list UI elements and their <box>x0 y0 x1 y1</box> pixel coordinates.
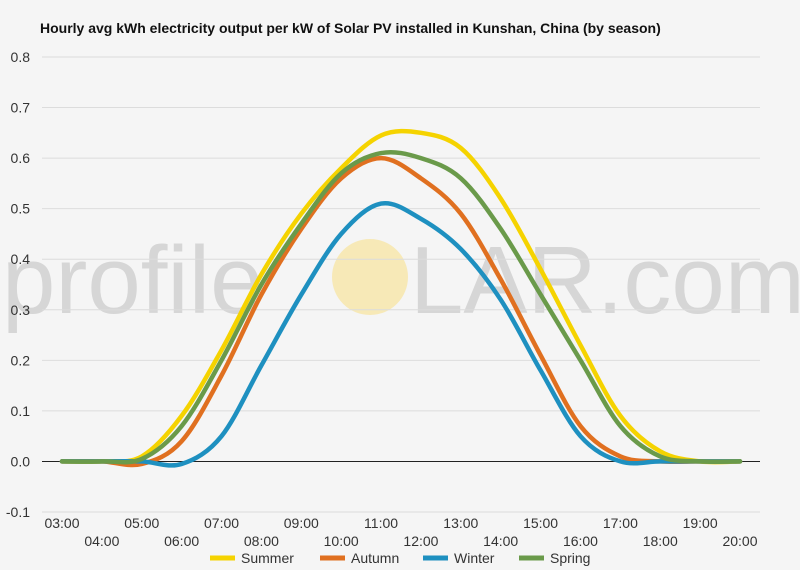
chart-title: Hourly avg kWh electricity output per kW… <box>40 20 661 36</box>
legend-label-winter: Winter <box>454 550 495 566</box>
y-tick-label: 0.4 <box>11 251 31 267</box>
watermark-left-text: profile <box>2 227 263 334</box>
series-line-winter <box>59 200 743 468</box>
x-tick-label: 06:00 <box>164 533 199 549</box>
x-tick-label: 17:00 <box>603 515 638 531</box>
legend-label-autumn: Autumn <box>351 550 399 566</box>
watermark-right-text: LAR.com <box>410 227 800 334</box>
legend-label-spring: Spring <box>550 550 590 566</box>
x-tick-label: 14:00 <box>483 533 518 549</box>
grid <box>42 56 760 513</box>
x-tick-label: 15:00 <box>523 515 558 531</box>
y-tick-label: 0.8 <box>11 49 31 65</box>
y-tick-label: 0.5 <box>11 201 31 217</box>
x-tick-label: 18:00 <box>643 533 678 549</box>
x-tick-label: 04:00 <box>84 533 119 549</box>
y-tick-label: 0.7 <box>11 100 31 116</box>
y-axis: -0.1 0.0 0.1 0.2 0.3 0.4 0.5 0.6 0.7 0.8 <box>6 49 30 520</box>
x-tick-label: 10:00 <box>324 533 359 549</box>
x-tick-label: 05:00 <box>124 515 159 531</box>
x-axis: 03:00 04:00 05:00 06:00 07:00 08:00 09:00 10:00… <box>44 515 757 549</box>
y-tick-label: 0.1 <box>11 403 31 419</box>
y-tick-label: 0.6 <box>11 150 31 166</box>
y-tick-label: 0.0 <box>11 453 31 469</box>
y-tick-label: 0.3 <box>11 302 31 318</box>
legend: Summer Autumn Winter Spring <box>210 550 590 566</box>
x-tick-label: 19:00 <box>683 515 718 531</box>
y-tick-label: 0.2 <box>11 352 31 368</box>
x-tick-label: 07:00 <box>204 515 239 531</box>
series-line-spring <box>59 149 743 465</box>
x-tick-label: 20:00 <box>722 533 757 549</box>
y-tick-label: -0.1 <box>6 504 30 520</box>
x-tick-label: 08:00 <box>244 533 279 549</box>
legend-label-summer: Summer <box>241 550 294 566</box>
x-tick-label: 09:00 <box>284 515 319 531</box>
x-tick-label: 12:00 <box>403 533 438 549</box>
x-tick-label: 16:00 <box>563 533 598 549</box>
series-line-summer <box>59 128 743 465</box>
x-tick-label: 03:00 <box>44 515 79 531</box>
series-line-autumn <box>59 155 743 468</box>
watermark: profile LAR.com <box>2 227 800 334</box>
watermark-sun-icon <box>332 239 408 315</box>
series-lines <box>59 128 743 468</box>
x-tick-label: 11:00 <box>364 515 398 531</box>
x-tick-label: 13:00 <box>443 515 478 531</box>
